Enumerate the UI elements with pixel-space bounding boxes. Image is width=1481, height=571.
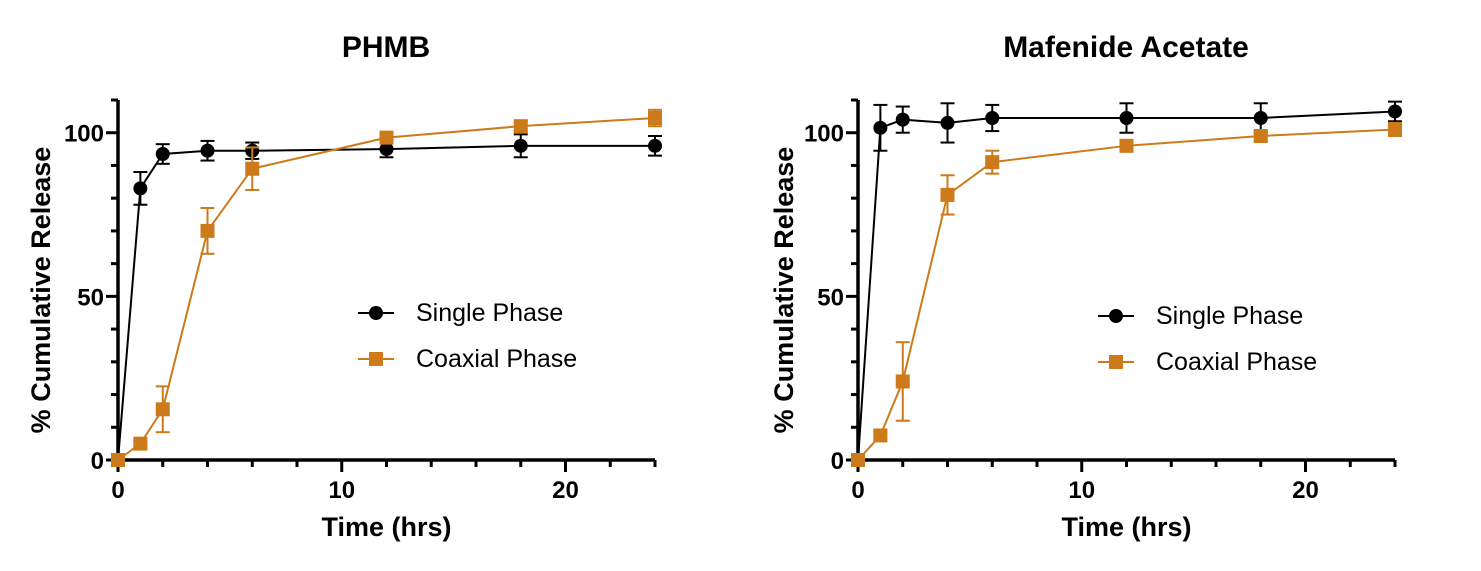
- y-tick-label: 100: [64, 121, 104, 148]
- x-tick-label: 0: [851, 477, 864, 504]
- series-line: [857, 128, 1396, 461]
- data-point: [940, 187, 955, 202]
- y-axis-label: % Cumulative Release: [769, 147, 799, 434]
- legend-label: Coaxial Phase: [416, 345, 577, 373]
- series-single-phase: [851, 100, 1402, 467]
- data-point: [1253, 129, 1268, 143]
- data-point: [873, 120, 888, 135]
- data-point: [111, 453, 125, 467]
- legend-item: Coaxial Phase: [358, 345, 577, 373]
- data-point: [940, 115, 955, 130]
- y-tick-label: 50: [77, 284, 104, 311]
- x-tick-label: 10: [1068, 477, 1095, 504]
- data-point: [200, 223, 215, 238]
- y-tick-label: 0: [831, 448, 844, 475]
- data-point: [1253, 111, 1268, 125]
- data-point: [985, 155, 1000, 170]
- data-point: [648, 138, 662, 153]
- legend-label: Coaxial Phase: [1156, 348, 1317, 376]
- y-tick-label: 0: [91, 448, 104, 475]
- data-point: [1388, 104, 1402, 119]
- legend-marker: [369, 352, 383, 366]
- series-single-phase: [111, 133, 662, 467]
- data-point: [379, 130, 394, 145]
- legend-item: Coaxial Phase: [1098, 348, 1317, 376]
- y-tick-label: 100: [804, 121, 844, 148]
- series-coaxial-phase: [851, 121, 1402, 467]
- x-axis-label: Time (hrs): [321, 512, 451, 542]
- legend-item: Single Phase: [1098, 302, 1303, 330]
- data-point: [200, 143, 215, 158]
- data-point: [895, 112, 910, 127]
- data-point: [245, 161, 260, 176]
- x-tick-label: 20: [552, 477, 579, 504]
- series-line: [117, 117, 656, 461]
- data-point: [155, 402, 170, 417]
- y-tick-label: 50: [817, 284, 844, 311]
- series-line: [117, 144, 655, 461]
- data-point: [873, 428, 888, 443]
- legend-marker: [1109, 309, 1123, 323]
- chart-title: PHMB: [342, 31, 430, 64]
- legend-label: Single Phase: [1156, 302, 1303, 330]
- data-point: [379, 142, 394, 157]
- data-point: [513, 138, 528, 153]
- x-axis-label: Time (hrs): [1061, 512, 1191, 542]
- y-axis-label: % Cumulative Release: [26, 147, 56, 434]
- data-point: [1119, 111, 1134, 125]
- data-point: [155, 147, 170, 161]
- data-point: [1119, 138, 1134, 153]
- legend-label: Single Phase: [416, 299, 563, 327]
- data-point: [133, 436, 148, 451]
- data-point: [133, 181, 148, 196]
- series-coaxial-phase: [111, 108, 662, 467]
- legend-item: Single Phase: [358, 299, 563, 327]
- x-tick-label: 10: [328, 477, 355, 504]
- data-point: [851, 453, 865, 467]
- x-tick-label: 20: [1292, 477, 1319, 504]
- chart-panel-1: PHMB 0 50 100 0 10 20 Time (hrs) % Cumulative Re…: [26, 31, 662, 542]
- legend-marker: [1109, 355, 1123, 369]
- data-point: [648, 111, 662, 125]
- data-point: [513, 119, 528, 134]
- data-point: [1388, 122, 1402, 137]
- data-point: [895, 374, 910, 389]
- legend-marker: [369, 306, 383, 320]
- chart-title: Mafenide Acetate: [1003, 31, 1249, 64]
- data-point: [985, 111, 1000, 125]
- series-line: [857, 110, 1396, 461]
- chart-panel-2: Mafenide Acetate 0 50 100 0 10 20 Time (hrs) % C…: [769, 31, 1402, 542]
- x-tick-label: 0: [111, 477, 124, 504]
